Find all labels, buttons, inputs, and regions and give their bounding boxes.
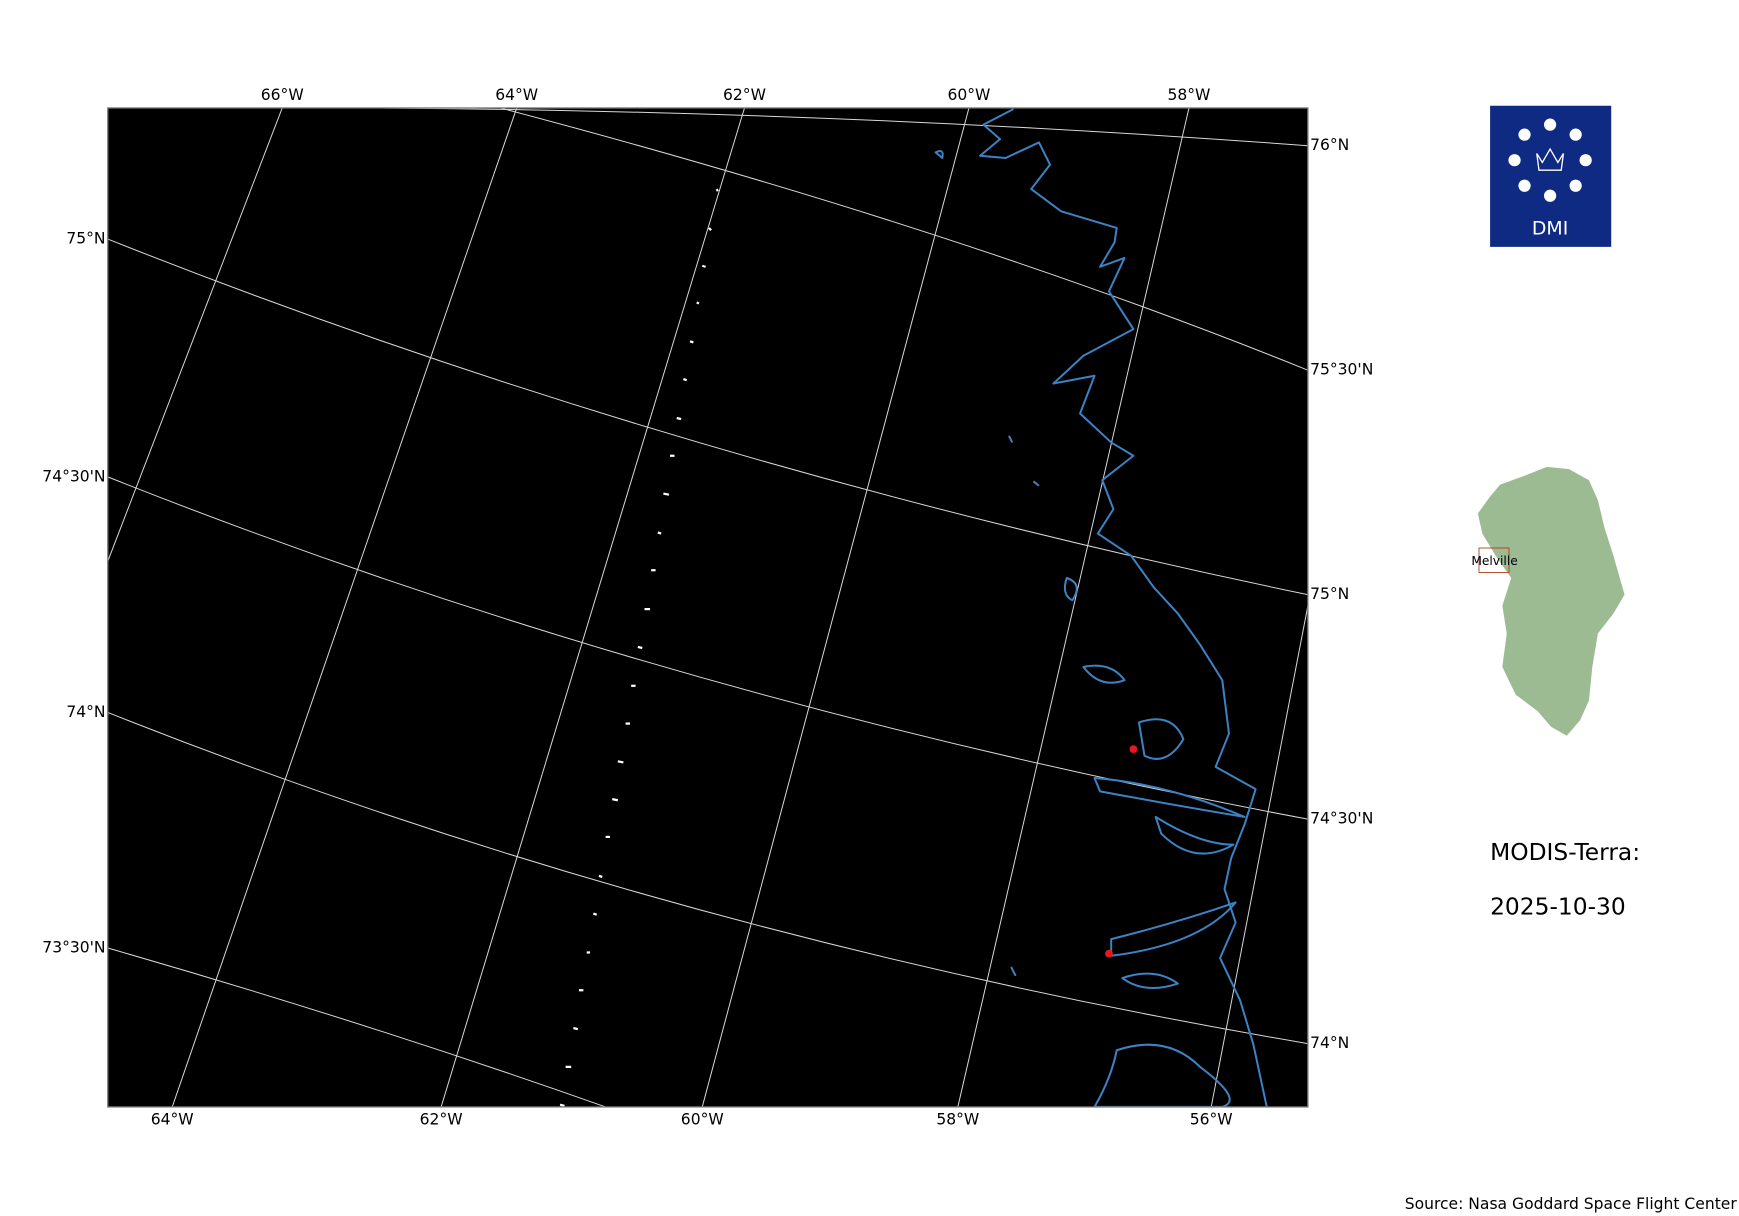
- graticule: [107, 107, 1308, 1107]
- logo-text: DMI: [1532, 218, 1568, 240]
- right-tick-label: 74°N: [1310, 1034, 1349, 1052]
- inset-label: Melville: [1471, 554, 1517, 568]
- right-tick-label: 75°30'N: [1310, 361, 1373, 379]
- left-tick-label: 74°N: [66, 703, 105, 721]
- top-tick-label: 64°W: [495, 86, 538, 104]
- inset-map: Melville: [1471, 466, 1625, 736]
- swath-edge: [559, 188, 719, 1107]
- site-marker: [1129, 745, 1138, 754]
- top-tick-label: 60°W: [947, 86, 990, 104]
- right-tick-label: 76°N: [1310, 136, 1349, 154]
- left-tick-label: 74°30'N: [42, 467, 105, 485]
- bottom-tick-label: 56°W: [1190, 1111, 1233, 1129]
- source-note: Source: Nasa Goddard Space Flight Center: [1405, 1195, 1738, 1213]
- map-frame: [107, 107, 1309, 1108]
- map-layers: [107, 107, 1308, 1107]
- top-tick-label: 66°W: [261, 86, 304, 104]
- top-tick-label: 62°W: [723, 86, 766, 104]
- right-tick-label: 75°N: [1310, 585, 1349, 603]
- left-tick-label: 73°30'N: [42, 939, 105, 957]
- bottom-tick-label: 58°W: [936, 1111, 979, 1129]
- acquisition-date: 2025-10-30: [1490, 893, 1626, 921]
- bottom-tick-label: 60°W: [681, 1111, 724, 1129]
- bottom-tick-label: 64°W: [151, 1111, 194, 1129]
- bottom-tick-label: 62°W: [420, 1111, 463, 1129]
- right-tick-label: 74°30'N: [1310, 810, 1373, 828]
- coastline: [934, 108, 1268, 1107]
- map-background: [107, 107, 1308, 1107]
- product-name: MODIS-Terra:: [1490, 838, 1640, 866]
- dmi-logo: DMI: [1490, 105, 1612, 247]
- site-marker: [1105, 949, 1113, 958]
- left-tick-label: 75°N: [66, 230, 105, 248]
- top-tick-label: 58°W: [1167, 86, 1210, 104]
